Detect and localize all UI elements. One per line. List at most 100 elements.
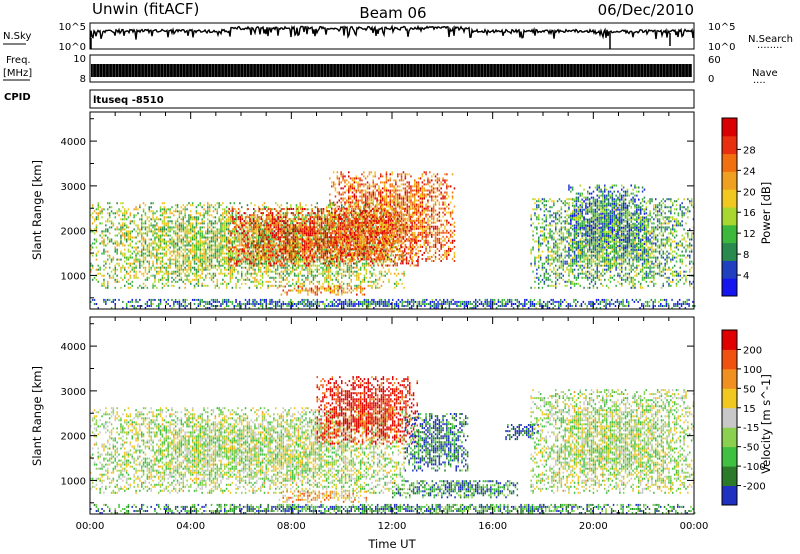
heatmap-cell [122,242,124,245]
heatmap-cell [182,260,185,263]
heatmap-cell [152,214,154,217]
heatmap-cell [173,238,175,241]
heatmap-cell [278,262,281,265]
heatmap-cell [268,208,270,211]
heatmap-cell [388,268,390,271]
heatmap-cell [250,254,252,257]
heatmap-cell [269,242,271,245]
heatmap-cell [361,264,364,267]
heatmap-cell [210,254,213,257]
heatmap-cell [378,202,381,205]
heatmap-cell [307,264,310,267]
heatmap-cell [207,230,209,233]
heatmap-cell [120,276,122,279]
heatmap-cell [107,250,109,253]
heatmap-cell [195,218,198,221]
heatmap-cell [180,240,183,243]
heatmap-cell [141,224,143,227]
heatmap-cell [180,230,183,233]
heatmap-cell [258,246,261,249]
heatmap-cell [294,244,297,247]
heatmap-cell [317,242,319,245]
heatmap-cell [353,242,355,245]
heatmap-cell [295,268,298,271]
heatmap-cell [317,220,319,223]
heatmap-cell [328,224,331,227]
heatmap-cell [263,262,266,265]
heatmap-cell [90,244,92,247]
heatmap-cell [220,260,222,263]
heatmap-cell [288,224,291,227]
heatmap-cell [378,236,381,239]
heatmap-cell [188,280,190,283]
heatmap-cell [316,270,319,273]
heatmap-cell [318,240,320,243]
heatmap-cell [296,240,298,243]
heatmap-cell [180,212,183,215]
heatmap-cell [283,220,285,223]
heatmap-cell [224,246,226,249]
heatmap-cell [214,232,217,235]
heatmap-cell [135,236,137,239]
heatmap-cell [346,264,349,267]
heatmap-cell [243,240,246,243]
heatmap-cell [322,248,324,251]
heatmap-cell [318,280,320,283]
heatmap-cell [191,272,194,275]
heatmap-cell [101,284,103,287]
heatmap-cell [292,248,295,251]
heatmap-cell [114,234,117,237]
heatmap-cell [297,246,300,249]
heatmap-cell [235,238,237,241]
heatmap-cell [331,272,334,275]
heatmap-cell [331,262,334,265]
heatmap-cell [220,218,222,221]
heatmap-cell [188,214,190,217]
heatmap-cell [186,204,188,207]
heatmap-cell [247,216,249,219]
heatmap-cell [197,242,200,245]
heatmap-cell [101,212,103,215]
heatmap-cell [271,244,274,247]
heatmap-cell [193,260,196,263]
heatmap-cell [285,224,287,227]
heatmap-cell [303,264,305,267]
heatmap-cell [254,230,256,233]
heatmap-cell [214,238,217,241]
heatmap-cell [210,250,213,253]
heatmap-cell [353,210,355,213]
heatmap-cell [184,274,186,277]
heatmap-cell [324,244,327,247]
heatmap-cell [290,256,293,259]
heatmap-cell [292,208,295,211]
heatmap-cell [327,272,330,275]
heatmap-cell [327,282,330,285]
heatmap-cell [205,258,207,261]
heatmap-cell [302,208,304,211]
heatmap-cell [186,278,188,281]
heatmap-cell [268,230,270,233]
heatmap-cell [327,204,330,207]
heatmap-cell [246,278,249,281]
heatmap-cell [207,206,209,209]
heatmap-cell [317,248,319,251]
heatmap-cell [305,258,308,261]
heatmap-cell [148,260,151,263]
heatmap-cell [275,220,278,223]
heatmap-cell [337,270,339,273]
heatmap-cell [201,254,203,257]
heatmap-cell [231,212,234,215]
heatmap-cell [354,210,356,213]
heatmap-cell [231,254,234,257]
heatmap-cell [275,236,277,239]
heatmap-cell [178,238,181,241]
heatmap-cell [352,272,354,275]
heatmap-cell [163,242,166,245]
heatmap-cell [303,280,305,283]
heatmap-cell [201,270,203,273]
heatmap-cell [290,224,292,227]
heatmap-cell [186,234,188,237]
heatmap-cell [186,228,188,231]
heatmap-cell [214,236,217,239]
heatmap-cell [193,248,196,251]
